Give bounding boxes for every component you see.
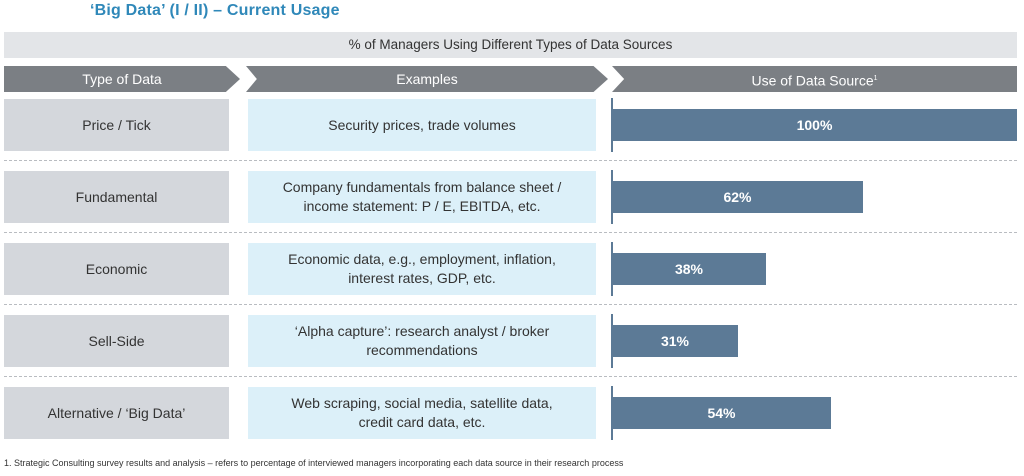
example-line: Company fundamentals from balance sheet … [282,179,562,195]
header-use-of-data-source: Use of Data Source1 [612,66,1017,92]
bar-value-label: 62% [723,189,752,205]
header-use-footnote-mark: 1 [873,75,878,82]
category-label: Alternative / ‘Big Data’ [4,387,229,439]
category-label: Fundamental [4,171,229,223]
bar-value-label: 31% [660,333,690,349]
row-divider [4,376,1017,377]
data-bar: 54% [612,397,831,429]
example-text: Company fundamentals from balance sheet … [248,171,596,223]
data-bar: 31% [612,325,738,357]
example-text: Web scraping, social media, satellite da… [248,387,596,439]
example-line: Web scraping, social media, satellite da… [291,395,553,411]
data-bar: 62% [612,181,863,213]
example-line: credit card data, etc. [358,414,486,430]
example-text: Economic data, e.g., employment, inflati… [248,243,596,295]
footnote: 1. Strategic Consulting survey results a… [4,458,624,468]
example-line: Economic data, e.g., employment, inflati… [288,251,556,267]
header-examples: Examples [246,66,608,92]
example-line: income statement: P / E, EBITDA, etc. [303,198,541,214]
row-divider [4,304,1017,305]
bar-value-label: 100% [796,117,833,133]
header-type-of-data: Type of Data [4,66,240,92]
category-label: Sell-Side [4,315,229,367]
page-title: ‘Big Data’ (I / II) – Current Usage [90,2,340,19]
example-line: recommendations [366,342,478,358]
data-bar: 100% [612,109,1017,141]
category-label: Economic [4,243,229,295]
example-text: Security prices, trade volumes [248,99,596,151]
example-text: ‘Alpha capture’: research analyst / brok… [248,315,596,367]
header-type-label: Type of Data [82,71,162,87]
header-use-label: Use of Data Source [751,72,874,89]
chart-banner: % of Managers Using Different Types of D… [4,32,1017,58]
bar-value-label: 38% [674,261,704,277]
example-line: interest rates, GDP, etc. [348,270,496,286]
row-divider [4,160,1017,161]
row-divider [4,232,1017,233]
category-label: Price / Tick [4,99,229,151]
data-bar: 38% [612,253,766,285]
example-line: Security prices, trade volumes [328,116,516,133]
example-line: ‘Alpha capture’: research analyst / brok… [294,323,550,339]
bar-value-label: 54% [707,405,736,421]
header-examples-label: Examples [396,71,458,87]
